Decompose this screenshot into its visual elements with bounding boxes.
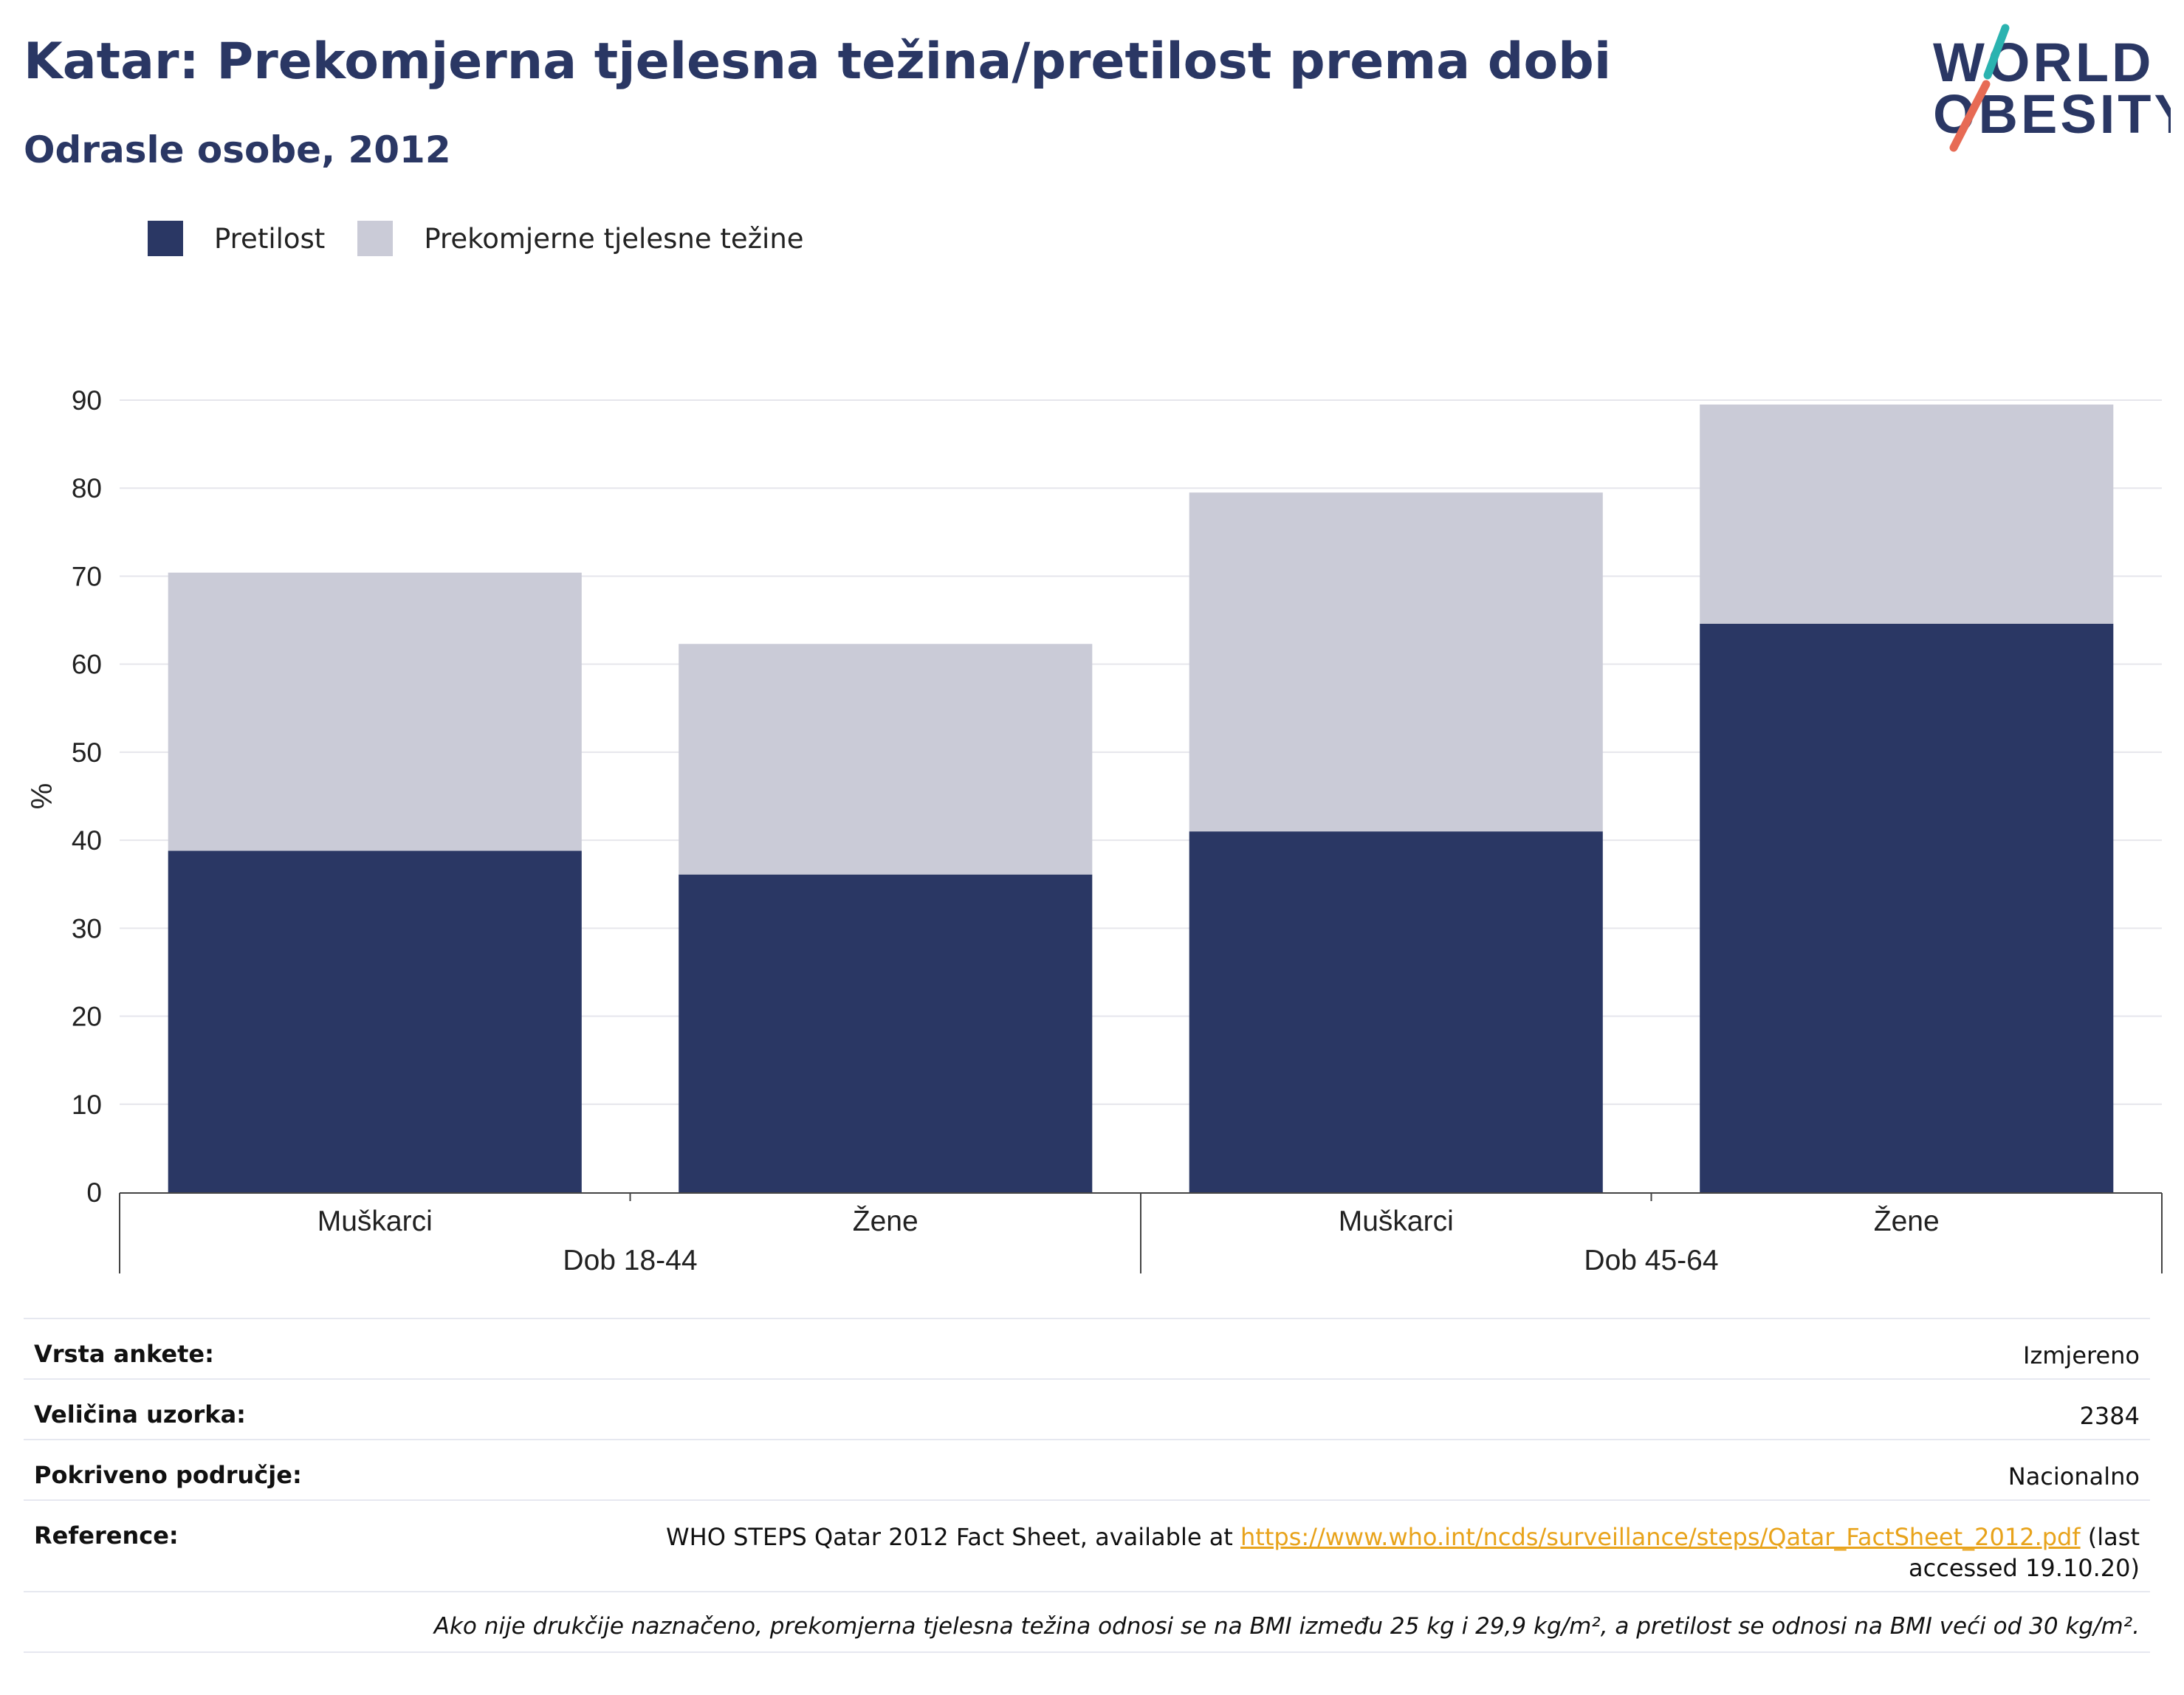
info-label: Reference: <box>34 1522 179 1550</box>
info-label: Pokriveno područje: <box>34 1461 302 1489</box>
info-value: Izmjereno <box>2023 1341 2140 1369</box>
stacked-bar-chart: 0 10 20 30 40 50 60 70 80 90% Muškarci Žene Muškarci… <box>26 385 2163 1276</box>
definition-note: Ako nije drukčije naznačeno, prekomjerna… <box>433 1613 2140 1640</box>
legend-swatch-pretilost <box>148 221 183 256</box>
logo-slash-teal <box>1983 24 2010 80</box>
y-tick-label: 90 <box>72 385 102 416</box>
chart-legend: Pretilost Prekomjerne tjelesne težine <box>148 220 837 257</box>
y-tick-label: 10 <box>72 1090 102 1120</box>
y-tick-label: 30 <box>72 913 102 943</box>
info-row-survey-type: Vrsta ankete: Izmjereno <box>24 1318 2150 1378</box>
info-label: Veličina uzorka: <box>34 1400 246 1428</box>
y-tick-label: 70 <box>72 561 102 591</box>
y-tick-label: 0 <box>86 1177 102 1208</box>
y-tick-label: 80 <box>72 473 102 503</box>
x-category-label: Žene <box>1874 1206 1940 1237</box>
chart-title: Katar: Prekomjerna tjelesna težina/preti… <box>24 32 1612 91</box>
chart-subtitle: Odrasle osobe, 2012 <box>24 128 451 171</box>
info-row-reference: Reference: WHO STEPS Qatar 2012 Fact She… <box>24 1499 2150 1591</box>
legend-item-prekomjerna[interactable]: Prekomjerne tjelesne težine <box>357 221 804 256</box>
x-group-label: Dob 45-64 <box>1584 1245 1718 1276</box>
x-group-label: Dob 18-44 <box>563 1245 697 1276</box>
y-tick-label: 40 <box>72 825 102 856</box>
world-obesity-logo[interactable]: WORLD OBESITY <box>1927 22 2171 155</box>
legend-label-pretilost: Pretilost <box>214 222 326 255</box>
x-category-label: Muškarci <box>317 1206 433 1237</box>
reference-accessed: (last accessed 19.10.20) <box>1909 1523 2140 1582</box>
legend-swatch-prekomjerna <box>357 221 394 256</box>
x-category-label: Žene <box>853 1206 918 1237</box>
y-tick-label: 60 <box>72 650 102 680</box>
logo-word-world: WORLD <box>1933 32 2154 93</box>
bar-pretilost <box>1189 831 1603 1192</box>
survey-info-table: Vrsta ankete: Izmjereno Veličina uzorka:… <box>24 1318 2150 1653</box>
info-label: Vrsta ankete: <box>34 1340 214 1368</box>
bar-pretilost <box>1700 623 2114 1192</box>
bar-prekomjerna <box>168 572 582 851</box>
bar-pretilost <box>168 850 582 1192</box>
info-row-note: Ako nije drukčije naznačeno, prekomjerna… <box>24 1591 2150 1653</box>
bar-prekomjerna <box>1700 404 2114 624</box>
bar-prekomjerna <box>1189 492 1603 832</box>
y-tick-label: 50 <box>72 738 102 768</box>
info-row-coverage: Pokriveno područje: Nacionalno <box>24 1439 2150 1499</box>
reference-text: WHO STEPS Qatar 2012 Fact Sheet, availab… <box>666 1523 1241 1551</box>
info-value: 2384 <box>2079 1402 2140 1430</box>
reference-value: WHO STEPS Qatar 2012 Fact Sheet, availab… <box>626 1522 2140 1584</box>
logo-slash-coral <box>1949 80 1991 152</box>
x-category-label: Muškarci <box>1339 1206 1454 1237</box>
info-row-sample-size: Veličina uzorka: 2384 <box>24 1378 2150 1439</box>
info-value: Nacionalno <box>2008 1462 2140 1491</box>
reference-link[interactable]: https://www.who.int/ncds/surveillance/st… <box>1240 1523 2081 1551</box>
y-axis-label: % <box>26 783 58 810</box>
bar-prekomjerna <box>679 644 1093 875</box>
legend-label-prekomjerna: Prekomjerne tjelesne težine <box>424 222 804 255</box>
bar-pretilost <box>679 874 1093 1192</box>
y-tick-label: 20 <box>72 1002 102 1032</box>
legend-item-pretilost[interactable]: Pretilost <box>148 221 325 256</box>
